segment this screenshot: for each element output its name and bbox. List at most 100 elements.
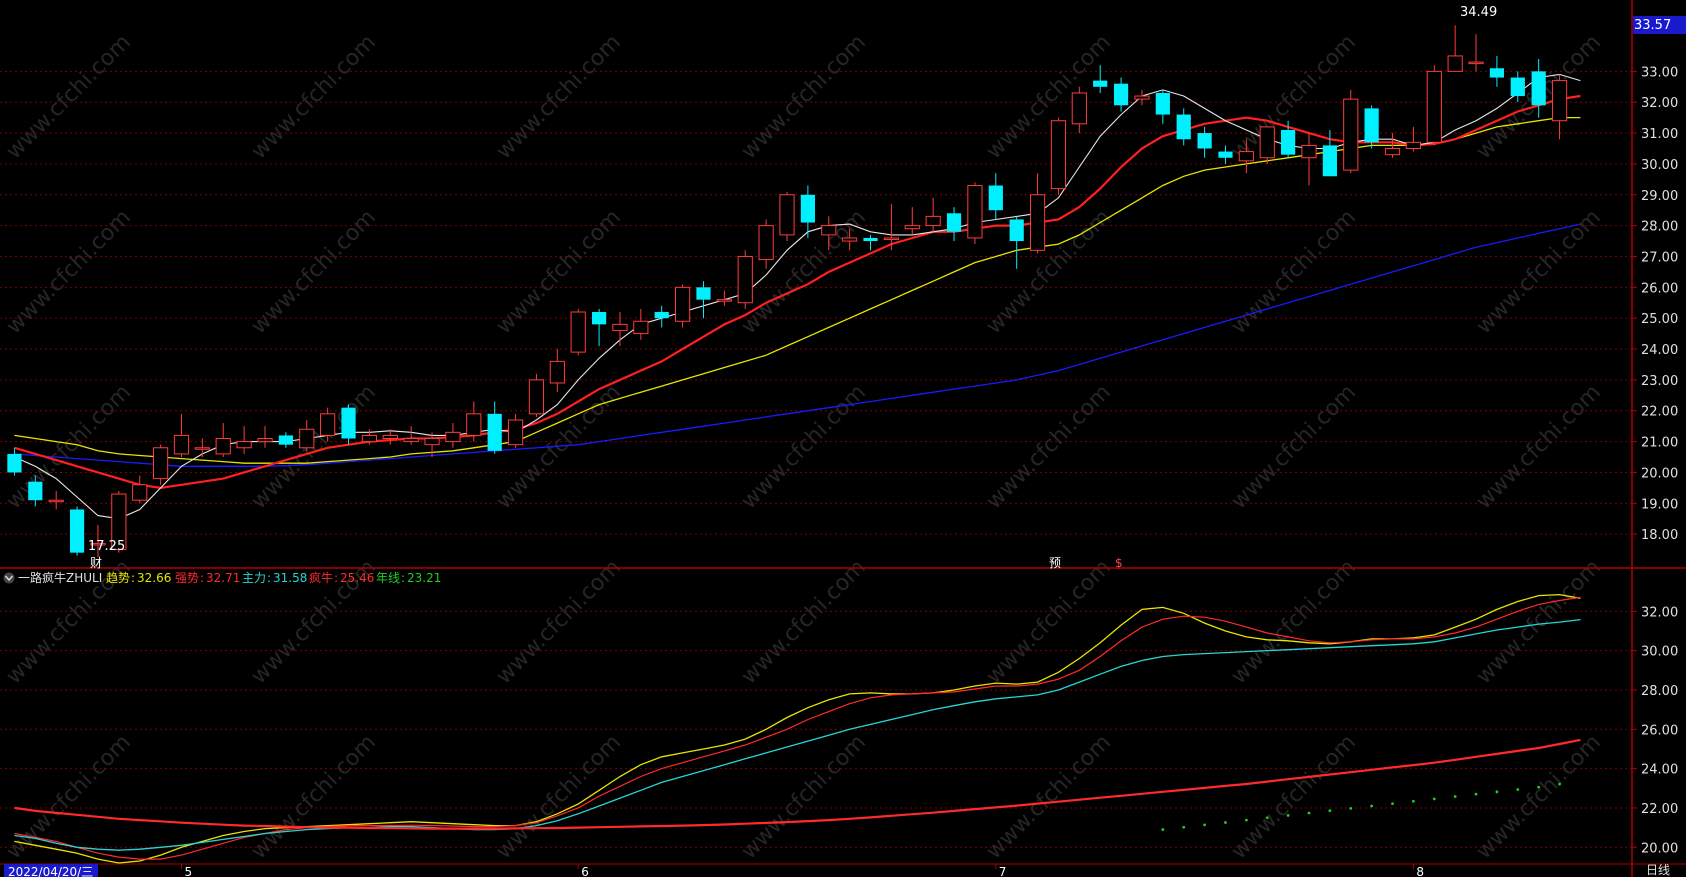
ma60-line [14,223,1581,467]
candle-down [487,401,502,454]
candle-body [424,438,440,446]
candle-body [925,215,941,227]
price-tick-label: 25.00 [1641,312,1678,327]
candle-body [341,407,356,439]
crazy-bull-name: 疯牛 [309,570,333,585]
candle-down [1218,145,1233,164]
candle-body [842,237,858,242]
price-tick-label: 24.00 [1641,343,1678,358]
candle-body [1176,114,1191,140]
candle-up [1468,34,1484,72]
candle-body [1468,61,1484,65]
candle-up [424,432,440,458]
collapse-icon[interactable] [3,572,15,584]
price-tick-label: 20.00 [1641,466,1678,481]
candle-up [1405,126,1421,152]
candle-body [299,428,315,449]
indicator-grid: 20.00 22.00 24.00 26.00 28.00 30.00 32.00 [0,605,1678,856]
candle-body [1029,194,1046,251]
candle-up [1447,25,1463,72]
candle-body [1343,98,1359,171]
candle-down [1322,129,1337,177]
price-tick-label: 22.00 [1641,405,1678,420]
candle-body [1197,133,1212,149]
candle-up [1259,126,1275,164]
candle-body [1155,92,1170,115]
year-line-dot [1453,795,1457,798]
watermark-text: www.cfchi.com [492,730,626,864]
candle-up [507,413,524,448]
candle-body [654,312,669,319]
price-tick-label: 30.00 [1641,158,1678,173]
watermark-text: www.cfchi.com [737,380,871,514]
low-label: 17.25 [88,539,125,554]
indicator-tick-label: 26.00 [1641,723,1678,738]
watermark-text: www.cfchi.com [737,30,871,164]
watermark-text: www.cfchi.com [1227,730,1361,864]
candle-down [1531,59,1546,118]
main-force-name: 主力 [242,571,266,585]
watermark-text: www.cfchi.com [1472,555,1606,689]
indicator-tick-label: 24.00 [1641,763,1678,778]
candle-up [299,419,315,451]
candle-body [1405,141,1421,149]
year-line-dot [1412,799,1415,803]
trend-name: 趋势 [106,571,130,585]
candle-up [675,284,691,328]
price-tick-label: 18.00 [1641,528,1678,543]
candle-up [716,290,732,306]
candle-up [1551,74,1568,140]
trend-value: 32.66 [137,571,171,585]
year-line-value: 23.21 [407,571,441,585]
candle-up [1050,117,1067,195]
candle-up [821,216,837,251]
candle-up [1071,86,1087,134]
ma5-line [14,73,1581,520]
candle-body [173,434,190,455]
price-tick-label: 33.00 [1641,65,1678,80]
candle-up [633,308,649,340]
candle-body [132,484,148,501]
x-tick-label: 6 [581,865,589,877]
candle-body [90,542,106,546]
event-marker-finance[interactable]: 财 [90,556,102,570]
candle-body [69,509,85,553]
candle-body [758,225,774,261]
candle-up [257,426,273,448]
indicator-tick-label: 30.00 [1641,645,1678,660]
event-marker-forecast[interactable]: 预 [1049,556,1061,570]
candle-up [570,308,586,356]
main-force-line [14,618,1581,851]
candle-down [341,404,356,445]
candle-body [1134,95,1150,100]
candle-down [69,506,85,556]
candle-down [1009,216,1024,269]
trend-colon: : [131,571,135,585]
watermark-text: www.cfchi.com [982,380,1116,514]
candle-body [904,225,920,230]
watermark-text: www.cfchi.com [2,30,136,164]
candle-body [1113,83,1129,106]
ma10-line [14,94,1581,490]
candle-up [382,429,398,445]
candle-down [278,432,293,448]
main-force-value: 31.58 [273,571,307,585]
high-label: 34.49 [1460,5,1497,20]
year-line-dot [1328,809,1332,813]
candle-down [1155,89,1170,124]
candle-body [988,185,1003,211]
candle-up [48,490,64,510]
candle-up [967,182,983,245]
timeframe-label[interactable]: 日线 [1646,863,1670,877]
event-marker-dollar[interactable]: $ [1115,556,1123,570]
candle-body [1384,147,1401,156]
event-markers: 财 预 $ [90,556,1123,570]
x-tick-label: 8 [1416,865,1424,877]
candle-body [236,441,252,449]
candle-up [1134,89,1150,106]
year-line-dot [1203,823,1206,827]
candle-body [257,438,273,443]
candle-up [361,429,377,445]
